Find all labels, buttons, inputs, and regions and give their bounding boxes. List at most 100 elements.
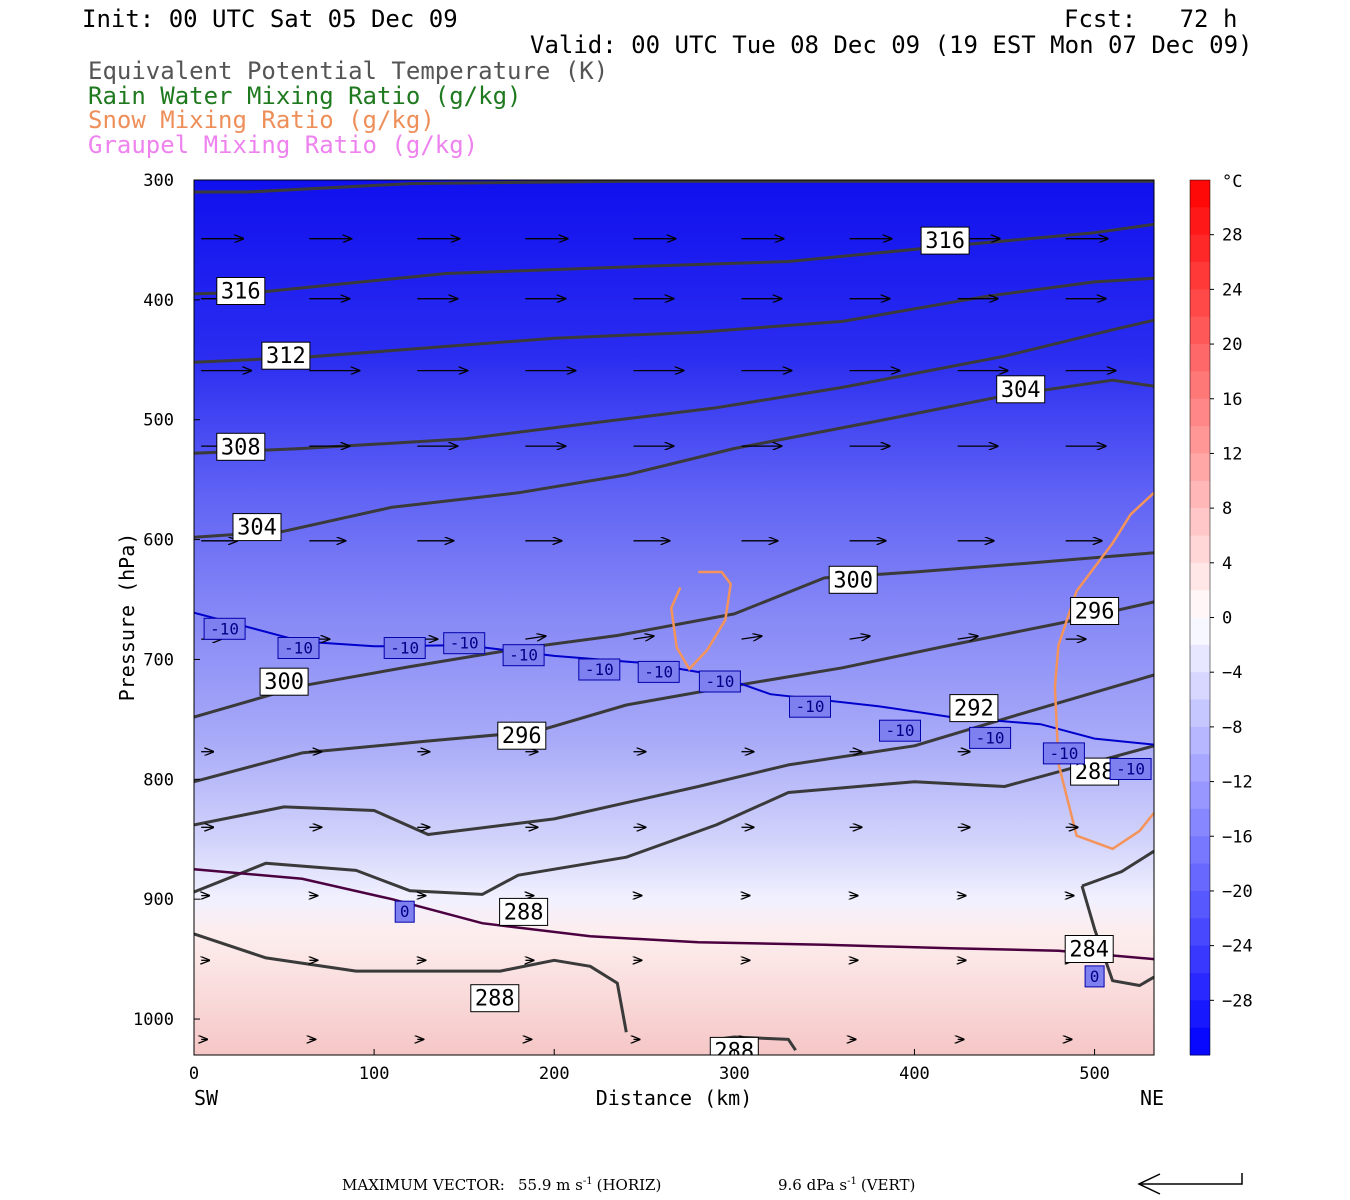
colorbar-swatch: [1190, 535, 1210, 564]
contour-label-box: [259, 667, 309, 696]
colorbar-tick-label: −4: [1222, 663, 1242, 683]
contour-label: 300: [833, 568, 873, 593]
forecast-hour: Fcst: 72 h: [1064, 5, 1238, 33]
colorbar-swatch: [1190, 644, 1210, 673]
isotherm-label-box: [203, 617, 246, 640]
contour-label: 296: [1075, 600, 1115, 625]
isotherm-label-box: [637, 660, 680, 683]
isotherm-label-box: [789, 695, 831, 718]
colorbar-swatch: [1190, 672, 1210, 700]
colorbar-swatch: [1190, 180, 1210, 208]
isotherm-label: -10: [976, 728, 1005, 747]
y-tick-label: 700: [143, 650, 174, 670]
max-vector-vert: 9.6 dPa s-1 (VERT): [778, 1176, 915, 1194]
x-tick-label: 400: [899, 1064, 930, 1084]
contour-label: 284: [1069, 938, 1109, 963]
colorbar-tick-label: 12: [1222, 444, 1242, 464]
colorbar-swatch: [1190, 371, 1210, 400]
theta-e-contour-284: [1080, 885, 1154, 987]
colorbar-tick-label: 20: [1222, 335, 1242, 355]
wind-vector: [525, 636, 545, 639]
wind-vectors: [201, 239, 1115, 1040]
y-tick-label: 1000: [133, 1010, 174, 1030]
contour-label-box: [216, 277, 266, 305]
colorbar-swatch: [1190, 262, 1210, 290]
theta-e-contour-304: [194, 318, 1154, 455]
contour-label: 300: [264, 670, 304, 695]
isotherm-label: -10: [1049, 744, 1078, 763]
plot-frame: [193, 179, 1155, 1056]
theta-e-contour-284: [1081, 849, 1154, 888]
contour-labels: 316 316 312 308 304 304 300 300 296 296 292 288 288 2…: [203, 226, 1152, 1064]
colorbar-swatch: [1190, 508, 1210, 536]
isotherm-label: 0: [400, 902, 410, 921]
colorbar-swatch: [1190, 480, 1210, 509]
contour-label-box: [996, 375, 1046, 404]
colorbar: 28 24 20 16 12 8 4 0 −4 −8 −12 −16 −20 −24 −28: [1189, 179, 1253, 1056]
x-axis-right-end: NE: [1140, 1086, 1164, 1110]
contour-label: 308: [221, 435, 261, 460]
isotherm-label: -10: [796, 697, 825, 716]
y-tick-label: 400: [143, 291, 174, 311]
isotherm-label-box: [1109, 758, 1152, 780]
contour-label-box: [232, 513, 282, 542]
max-vector-label: MAXIMUM VECTOR:: [342, 1176, 505, 1194]
colorbar-swatch: [1190, 973, 1210, 1001]
x-tick-label: 100: [359, 1064, 390, 1084]
contour-label-box: [709, 1036, 759, 1055]
contour-label: 312: [266, 344, 306, 369]
colorbar-swatch: [1190, 781, 1210, 810]
colorbar-tick-label: 24: [1222, 280, 1242, 300]
colorbar-swatch: [1190, 590, 1210, 618]
contour-label-box: [470, 984, 520, 1013]
isotherm-label: -10: [886, 721, 915, 740]
colorbar-swatch: [1190, 207, 1210, 236]
isotherm-label-box: [698, 670, 741, 693]
y-axis: 300 400 500 600 700 800 900 1000: [133, 171, 200, 1030]
reference-vector-icon: [1137, 1173, 1243, 1195]
colorbar-swatch: [1190, 699, 1210, 728]
isotherm-label: -10: [284, 639, 313, 658]
colorbar-swatch: [1190, 836, 1210, 865]
isotherm-label-box: [969, 726, 1012, 749]
colorbar-swatch: [1190, 562, 1210, 591]
isotherm-label: -10: [1116, 760, 1145, 779]
wind-vector: [957, 636, 978, 639]
colorbar-tick-label: −12: [1222, 773, 1253, 793]
isotherm-label-box: [502, 644, 545, 667]
colorbar-tick-label: 28: [1222, 226, 1242, 246]
isotherm-label: 0: [1090, 967, 1100, 986]
x-tick-label: 500: [1079, 1064, 1110, 1084]
contour-label: 292: [954, 697, 994, 722]
colorbar-tick-label: 0: [1222, 609, 1232, 629]
max-vector-footer: MAXIMUM VECTOR: 55.9 m s-1 (HORIZ) 9.6 dP…: [342, 1176, 915, 1194]
field-legend-thetae: Equivalent Potential Temperature (K): [88, 57, 609, 85]
isotherm-label-box: [443, 632, 486, 655]
init-time: Init: 00 UTC Sat 05 Dec 09: [82, 5, 458, 33]
theta-e-contour-308: [194, 276, 1154, 364]
field-legend-rain: Rain Water Mixing Ratio (g/kg): [88, 82, 522, 110]
snow-contours: [670, 491, 1154, 851]
contour-label: 288: [714, 1039, 754, 1064]
contour-label: 288: [475, 987, 515, 1012]
colorbar-swatch: [1190, 945, 1210, 974]
isotherm-label: -10: [210, 619, 239, 638]
wind-vector: [849, 636, 870, 639]
contour-label-box: [261, 341, 311, 370]
isotherm-label-box: [1084, 965, 1105, 988]
colorbar-tick-label: 16: [1222, 390, 1242, 410]
contour-label-box: [216, 432, 266, 461]
snow-contour-1: [670, 570, 733, 672]
x-axis-title: Distance (km): [596, 1086, 753, 1110]
colorbar-tick-label: 4: [1222, 554, 1232, 574]
y-tick-label: 600: [143, 531, 174, 551]
contour-label: 304: [1001, 378, 1041, 403]
contour-label: 296: [502, 724, 542, 749]
contour-label-box: [497, 721, 547, 750]
theta-e-contour-288: [194, 744, 1154, 896]
x-tick-label: 200: [539, 1064, 570, 1084]
snow-contour-2: [1053, 491, 1154, 851]
colorbar-swatch: [1190, 453, 1210, 482]
y-tick-label: 800: [143, 770, 174, 790]
colorbar-tick-label: −28: [1222, 991, 1253, 1011]
